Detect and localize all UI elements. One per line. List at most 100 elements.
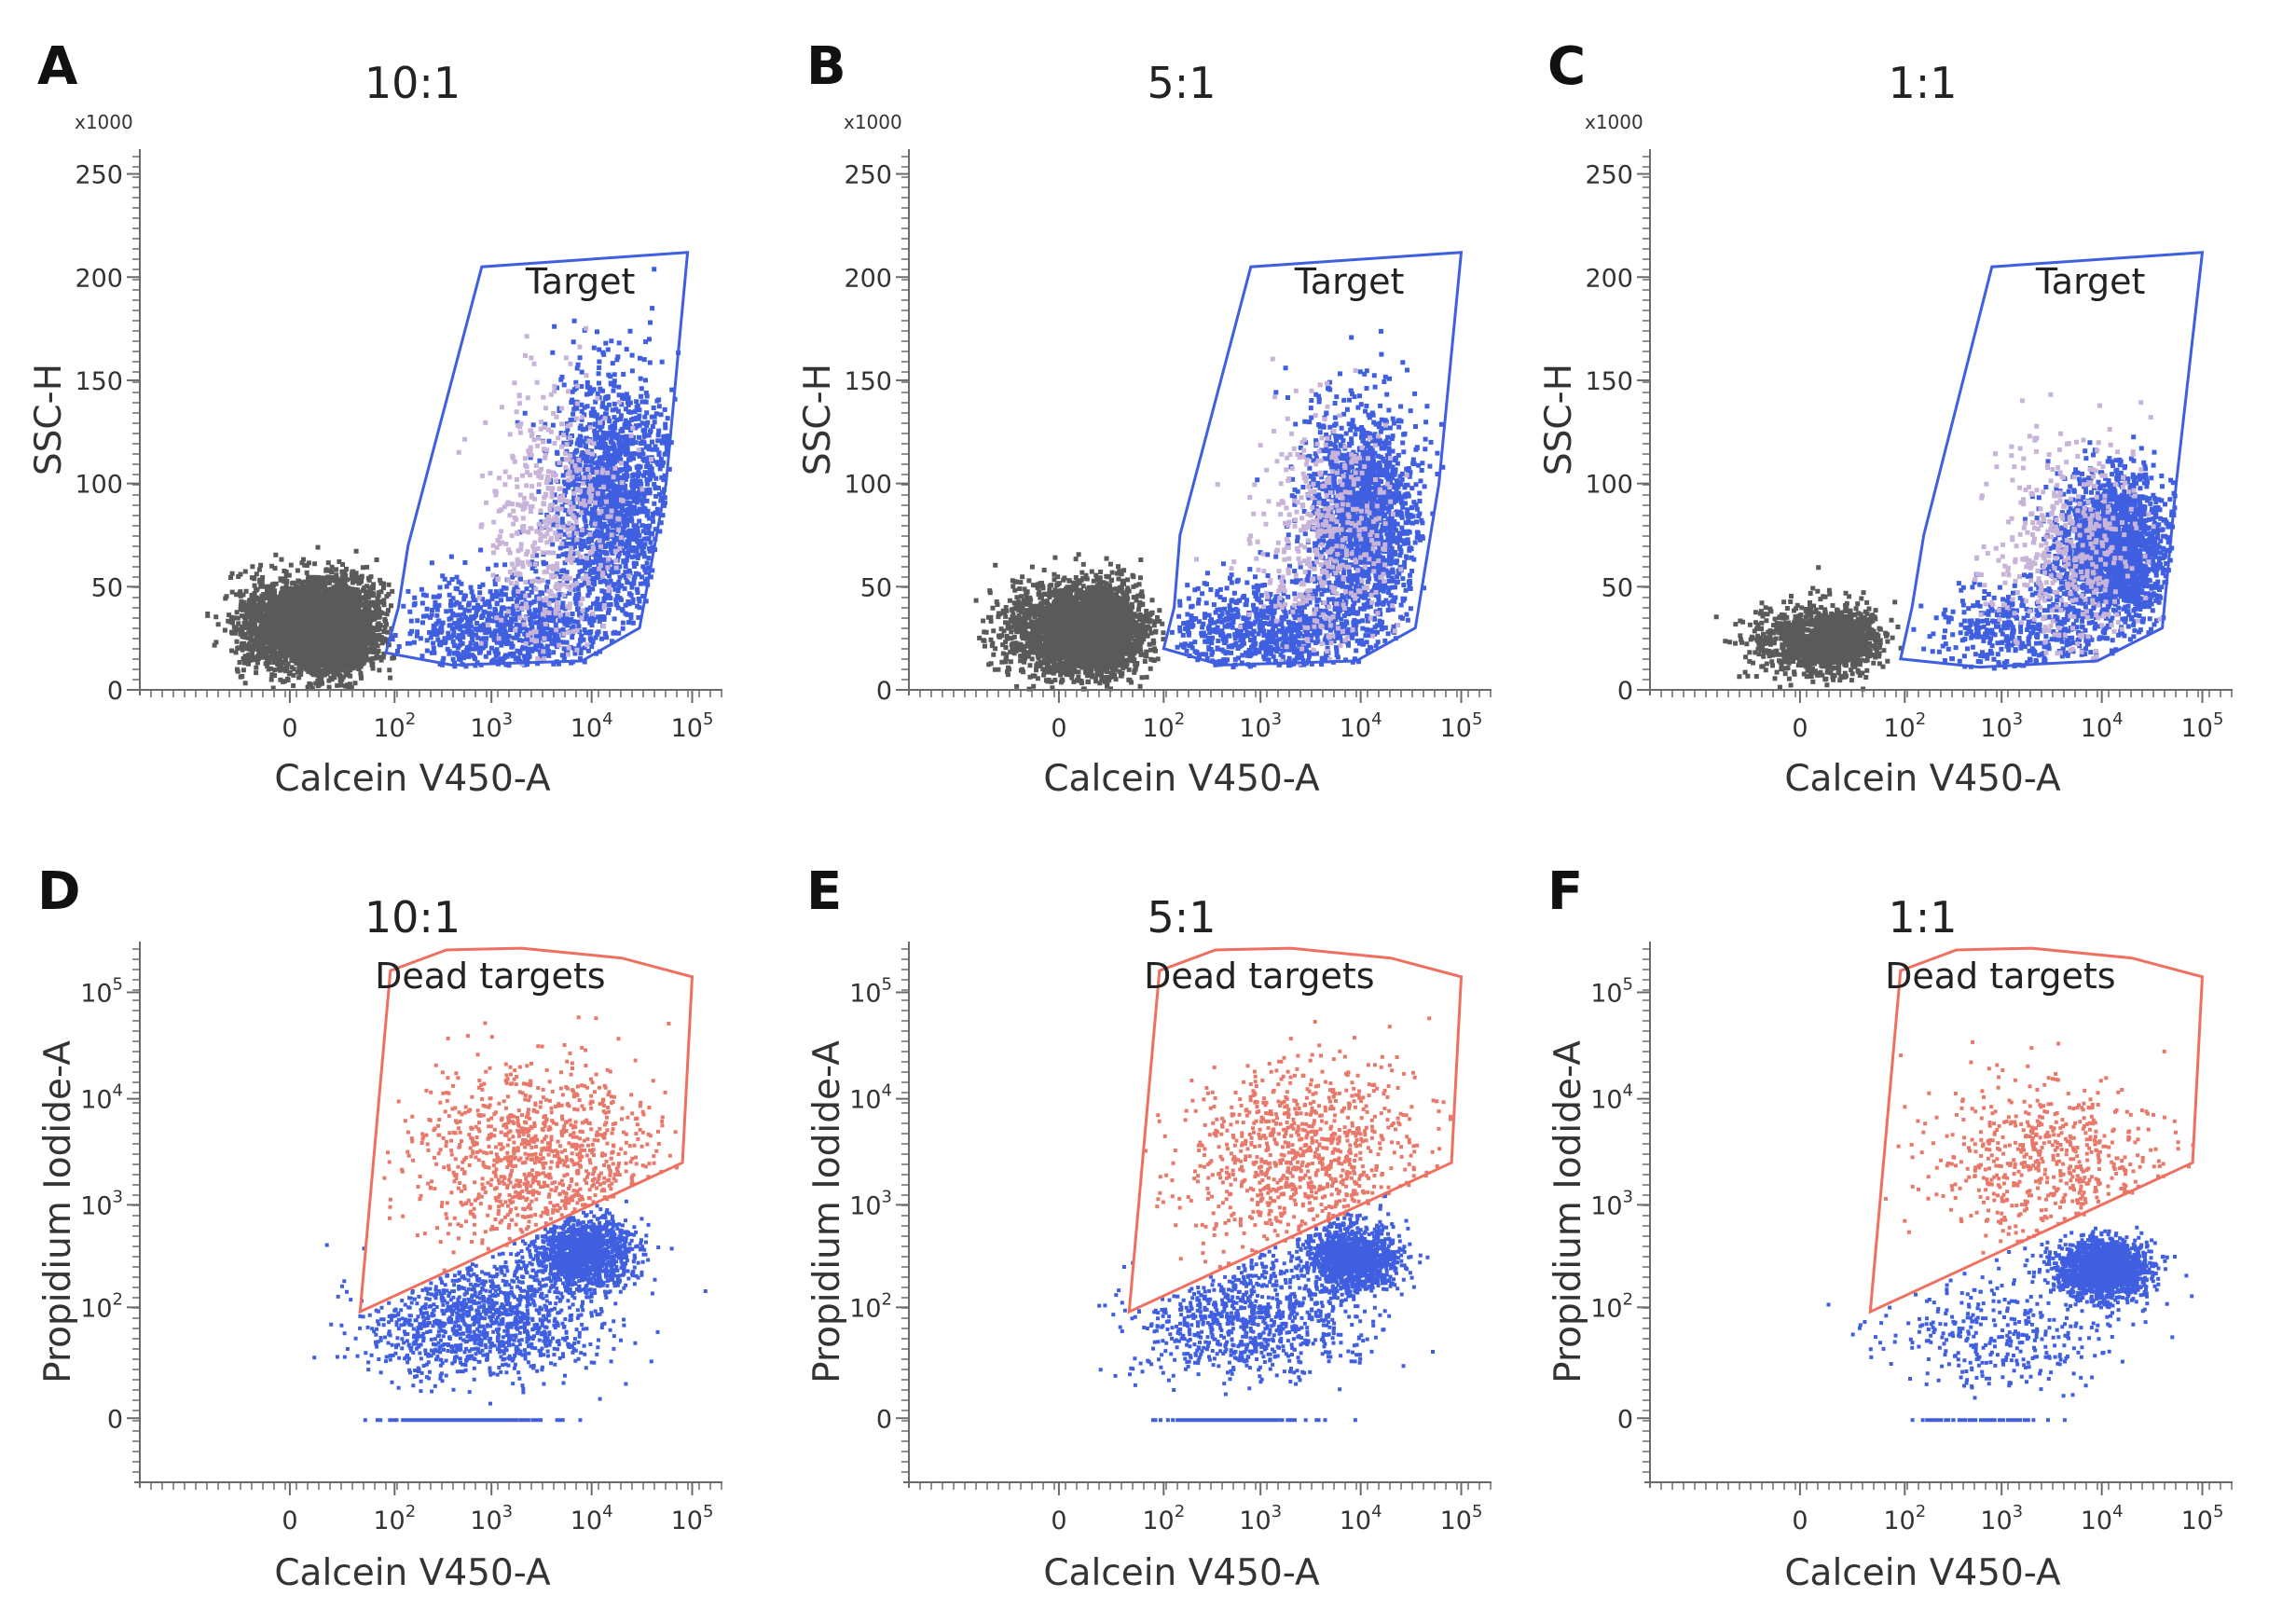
x-tick-label: 103	[470, 709, 513, 743]
x-axis-title: Calcein V450-A	[274, 1552, 551, 1594]
x-tick-label: 104	[2081, 709, 2124, 743]
panel-A: Target 0 102 103 104 105 0 50 100 150 200 250 x1000 C…	[28, 36, 722, 800]
y-tick-label: 102	[1590, 1289, 1633, 1323]
event-dots-target-cells	[515, 267, 681, 665]
axes: 0 102 103 104 105 0 50 100 150 200 250 x1000	[1585, 111, 2233, 743]
y-tick-label: 102	[80, 1289, 123, 1323]
event-dots-live-targets	[2025, 1225, 2189, 1322]
population-intermediate	[1973, 392, 2163, 664]
y-tick-label: 250	[844, 161, 892, 190]
x-tick-label: 102	[373, 709, 416, 743]
y-axis-title: Propidium Iodide-A	[37, 1040, 79, 1383]
gate-label: Target	[2035, 261, 2146, 302]
panel-title: 10:1	[364, 892, 461, 943]
event-dots-ungated	[205, 544, 397, 692]
x-tick-label: 103	[1239, 709, 1282, 743]
panel-C: Target 0 102 103 104 105 0 50 100 150 200 250 x1000 C…	[1538, 36, 2233, 800]
gate-target[interactable]	[1162, 251, 1464, 667]
event-dots-intermediate	[1973, 392, 2163, 664]
axes: 0 102 103 104 105 0 102 103 104 105	[1590, 942, 2233, 1535]
x-axis-title: Calcein V450-A	[1043, 1552, 1320, 1594]
x-tick-label: 102	[1142, 709, 1185, 743]
gate-target[interactable]	[384, 251, 690, 667]
events-layer	[205, 267, 681, 692]
panel-letter: B	[806, 36, 846, 97]
population-dead-targets	[1144, 1016, 1453, 1269]
gate-label: Target	[525, 261, 636, 302]
y-tick-label: 105	[80, 974, 123, 1008]
y-tick-label: 0	[107, 677, 123, 706]
events-layer	[312, 1015, 708, 1423]
event-dots-intermediate	[456, 325, 653, 667]
event-dots-live-low-tail	[312, 1216, 708, 1406]
events-layer	[1826, 1039, 2195, 1423]
y-tick-label: 104	[1590, 1081, 1633, 1115]
x-tick-label: 0	[282, 1507, 297, 1535]
panel-title: 1:1	[1888, 58, 1957, 108]
population-ungated	[1713, 565, 1904, 692]
x-tick-label: 104	[1340, 709, 1382, 743]
y-multiplier-label: x1000	[75, 111, 133, 133]
gate-dead-targets[interactable]	[1868, 946, 2205, 1314]
x-tick-label: 0	[1051, 1507, 1066, 1535]
x-axis-title: Calcein V450-A	[1043, 758, 1320, 800]
gate-dead-targets[interactable]	[1127, 946, 1464, 1314]
events-layer	[973, 328, 1446, 692]
y-tick-label: 0	[1617, 677, 1633, 706]
y-tick-label: 0	[107, 1405, 123, 1434]
event-dots-baseline	[1910, 1418, 2067, 1423]
x-tick-label: 102	[1883, 1502, 1926, 1535]
gate-label: Dead targets	[375, 956, 605, 997]
y-tick-label: 50	[91, 573, 123, 602]
x-tick-label: 105	[2181, 709, 2224, 743]
panel-E: Dead targets 0 102 103 104 105 0 102 103 104 105 Ca…	[806, 861, 1492, 1594]
x-axis-title: Calcein V450-A	[1784, 758, 2061, 800]
y-multiplier-label: x1000	[844, 111, 902, 133]
x-tick-label: 0	[1792, 1507, 1808, 1535]
population-dead-targets	[382, 1015, 679, 1273]
panel-letter: F	[1547, 861, 1583, 922]
x-tick-label: 104	[571, 1502, 613, 1535]
y-tick-label: 200	[1585, 264, 1633, 293]
event-dots-target-cells	[2022, 434, 2178, 658]
axes: 0 102 103 104 105 0 102 103 104 105	[849, 942, 1492, 1535]
x-tick-label: 105	[1440, 1502, 1483, 1535]
population-dead-targets	[1883, 1039, 2195, 1255]
y-tick-label: 103	[849, 1187, 892, 1220]
y-tick-label: 50	[860, 573, 892, 602]
x-tick-label: 103	[1239, 1502, 1282, 1535]
population-ungated	[205, 544, 397, 692]
y-tick-label: 104	[849, 1081, 892, 1115]
event-dots-dead-targets	[1883, 1039, 2195, 1255]
x-tick-label: 103	[1980, 709, 2023, 743]
gate-label: Dead targets	[1144, 956, 1374, 997]
y-tick-label: 150	[75, 367, 123, 396]
y-tick-label: 150	[844, 367, 892, 396]
y-tick-label: 105	[849, 974, 892, 1008]
x-tick-label: 102	[373, 1502, 416, 1535]
gate-target[interactable]	[1898, 251, 2205, 669]
y-tick-label: 150	[1585, 367, 1633, 396]
y-multiplier-label: x1000	[1585, 111, 1643, 133]
population-live-targets	[2025, 1225, 2189, 1322]
y-tick-label: 100	[75, 471, 123, 500]
x-tick-label: 105	[1440, 709, 1483, 743]
y-tick-label: 104	[80, 1081, 123, 1115]
x-tick-label: 102	[1883, 709, 1926, 743]
population-ungated	[973, 552, 1166, 692]
panel-title: 1:1	[1888, 892, 1957, 943]
y-axis-title: SSC-H	[1538, 364, 1580, 475]
x-axis-title: Calcein V450-A	[1784, 1552, 2061, 1594]
y-tick-label: 50	[1602, 573, 1633, 602]
axes: 0 102 103 104 105 0 50 100 150 200 250 x1000	[75, 111, 722, 743]
y-tick-label: 100	[844, 471, 892, 500]
y-tick-label: 250	[1585, 161, 1633, 190]
y-axis-title: Propidium Iodide-A	[1547, 1040, 1589, 1383]
y-axis-title: SSC-H	[28, 364, 70, 475]
event-dots-live-low-tail	[1097, 1238, 1435, 1397]
panel-F: Dead targets 0 102 103 104 105 0 102 103 104 105 Ca…	[1547, 861, 2233, 1594]
event-dots-baseline	[363, 1418, 583, 1423]
gate-dead-targets[interactable]	[358, 946, 694, 1314]
x-tick-label: 0	[282, 714, 297, 743]
